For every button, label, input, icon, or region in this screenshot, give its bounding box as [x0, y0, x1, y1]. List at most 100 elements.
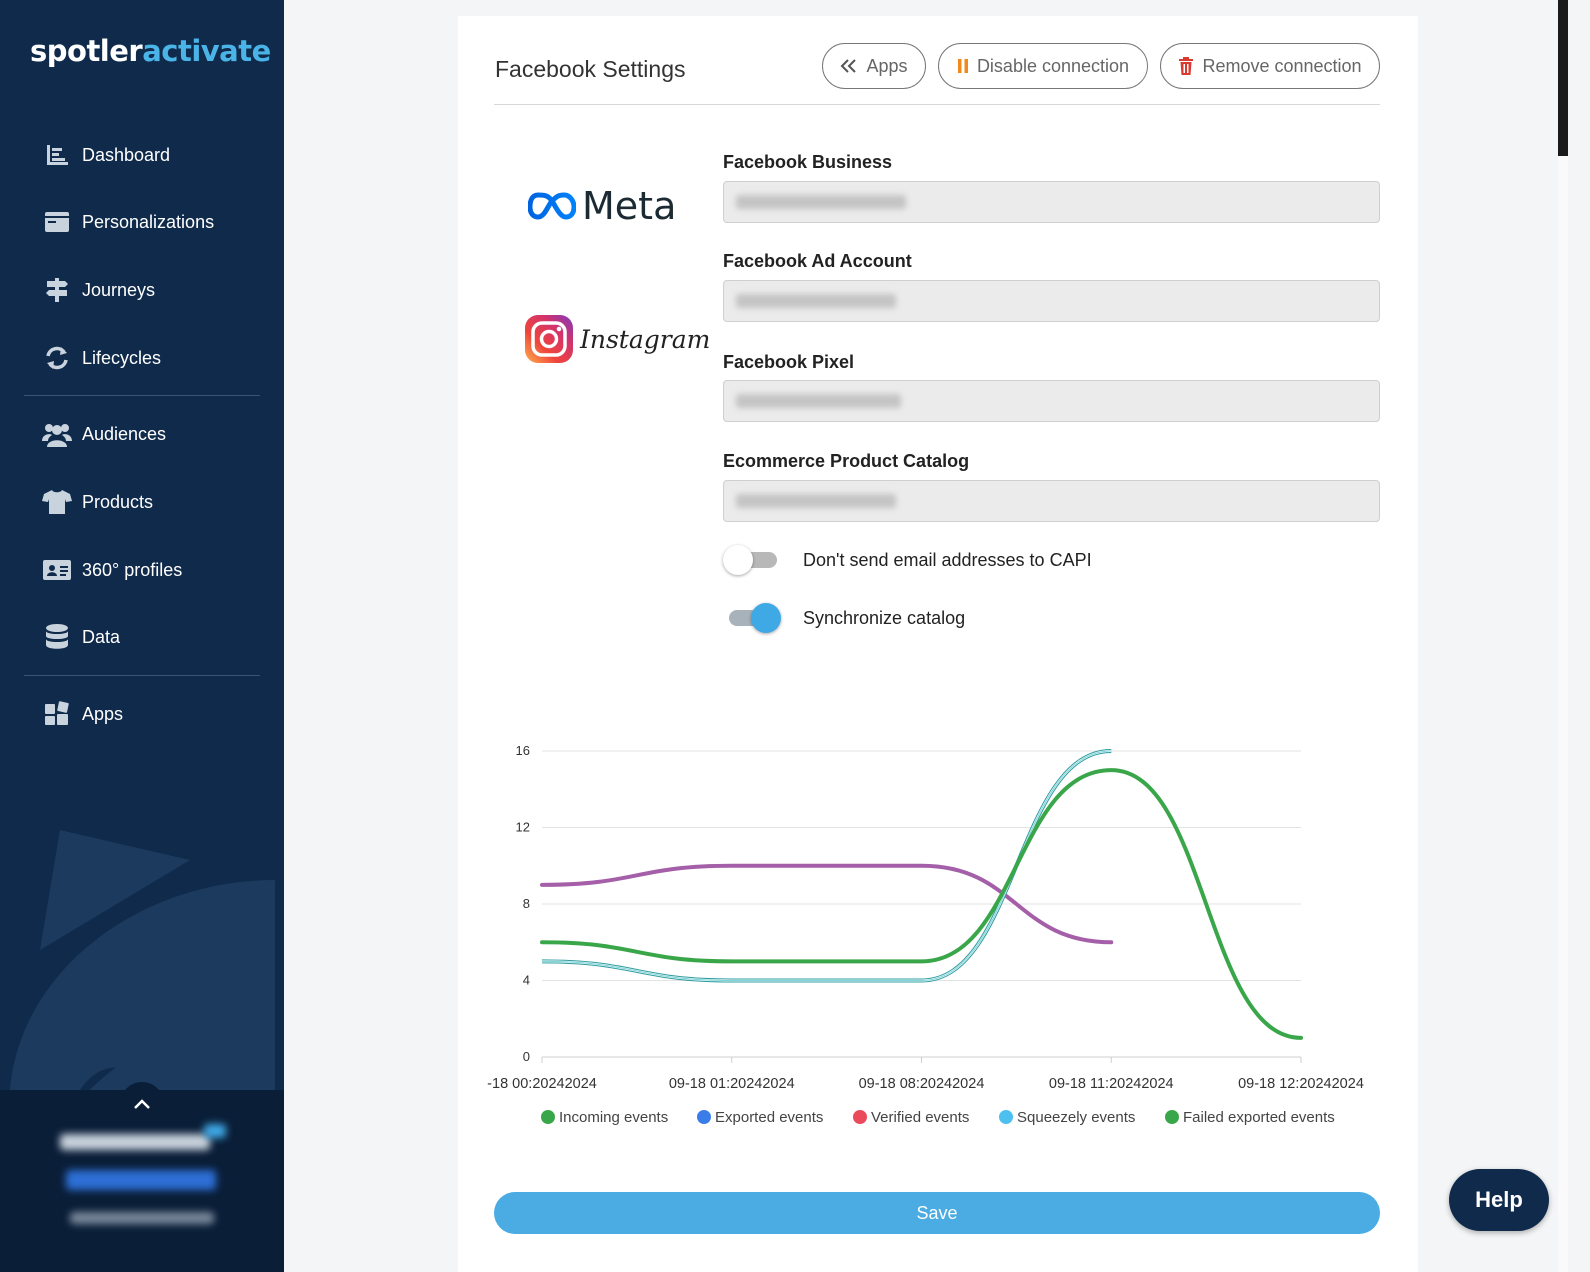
sidebar-item-label: Journeys — [82, 279, 156, 300]
puzzle-icon — [42, 699, 72, 729]
sidebar-item-lifecycles[interactable]: Lifecycles — [42, 338, 262, 378]
facebook-ad-account-field[interactable] — [723, 280, 1380, 322]
sidebar-item-label: Products — [82, 491, 154, 512]
y-tick-label: 12 — [516, 820, 530, 835]
instagram-icon — [525, 315, 573, 363]
legend-label: Squeezely events — [1017, 1109, 1135, 1126]
sync-catalog-toggle-label: Synchronize catalog — [803, 607, 966, 628]
y-tick-label: 16 — [516, 743, 530, 758]
id-card-icon — [42, 555, 72, 585]
shirt-icon — [42, 487, 72, 517]
y-tick-label: 8 — [523, 896, 530, 911]
events-chart: 0 4 8 12 16 -18 00:20242024 09-18 01:20242024 0… — [487, 743, 1364, 1126]
redacted-value — [736, 195, 906, 209]
save-button[interactable]: Save — [494, 1192, 1380, 1234]
legend-label: Verified events — [871, 1109, 969, 1126]
sidebar-item-label: Apps — [82, 703, 124, 724]
sidebar-item-label: Dashboard — [82, 144, 171, 165]
field-label-ecommerce-product-catalog: Ecommerce Product Catalog — [723, 451, 970, 471]
refresh-icon — [42, 343, 72, 373]
sidebar-item-apps[interactable]: Apps — [42, 694, 262, 734]
sidebar-item-journeys[interactable]: Journeys — [42, 270, 262, 310]
legend-label: Exported events — [715, 1109, 823, 1126]
account-badge — [204, 1124, 226, 1138]
facebook-business-field[interactable] — [723, 181, 1380, 223]
capi-email-toggle[interactable] — [723, 544, 779, 576]
facebook-pixel-field[interactable] — [723, 380, 1380, 422]
meta-wordmark: Meta — [582, 184, 677, 228]
redacted-value — [736, 294, 896, 308]
remove-connection-label: Remove connection — [1202, 55, 1362, 76]
sidebar-item-label: Lifecycles — [82, 347, 162, 368]
brand-logo-part1: spotler — [30, 34, 143, 68]
instagram-logo: Instagram — [524, 314, 710, 364]
instagram-wordmark: Instagram — [580, 324, 711, 354]
pause-icon — [957, 58, 969, 74]
field-label-facebook-business: Facebook Business — [723, 152, 893, 172]
account-name — [60, 1134, 210, 1150]
field-label-facebook-ad-account: Facebook Ad Account — [723, 251, 912, 271]
disable-connection-label: Disable connection — [976, 55, 1130, 76]
switch-merchant-button[interactable] — [66, 1170, 216, 1190]
sync-catalog-toggle[interactable] — [723, 602, 781, 634]
legend-marker — [999, 1110, 1013, 1124]
double-chevron-left-icon — [840, 58, 858, 74]
help-button[interactable]: Help — [1449, 1169, 1549, 1231]
brand-logo[interactable]: spotleractivate — [30, 34, 271, 68]
sync-catalog-toggle-row: Synchronize catalog — [723, 602, 965, 634]
sidebar-item-personalizations[interactable]: Personalizations — [42, 202, 262, 242]
trash-icon — [1178, 57, 1194, 75]
series-line — [540, 768, 1303, 1040]
apps-back-button[interactable]: Apps — [822, 43, 926, 89]
sidebar-item-label: Personalizations — [82, 211, 215, 232]
sidebar-item-label: Audiences — [82, 423, 167, 444]
settings-card: Facebook Settings Apps Disable connectio… — [458, 16, 1418, 1272]
x-tick-label: 09-18 01:20242024 — [669, 1076, 795, 1092]
sidebar-item-data[interactable]: Data — [42, 617, 262, 657]
field-label-facebook-pixel: Facebook Pixel — [723, 352, 855, 372]
meta-infinity-icon — [528, 192, 576, 220]
chevron-up-icon[interactable] — [120, 1082, 164, 1126]
ecommerce-product-catalog-field[interactable] — [723, 480, 1380, 522]
capi-email-toggle-row: Don't send email addresses to CAPI — [723, 544, 1092, 576]
users-icon — [42, 419, 72, 449]
scrollbar-thumb[interactable] — [1558, 0, 1568, 156]
sidebar-item-label: Data — [82, 626, 121, 647]
series-line — [540, 863, 1114, 945]
account-panel — [0, 1090, 284, 1272]
legend-marker — [697, 1110, 711, 1124]
sidebar-item-audiences[interactable]: Audiences — [42, 414, 262, 454]
sidebar-item-360-profiles[interactable]: 360° profiles — [42, 550, 262, 590]
dashboard-icon — [42, 140, 72, 170]
sidebar-item-label: 360° profiles — [82, 559, 183, 580]
y-tick-label: 0 — [523, 1049, 530, 1064]
sidebar-item-products[interactable]: Products — [42, 482, 262, 522]
redacted-value — [736, 394, 901, 408]
sidebar: spotleractivate Dashboard Personalizatio… — [0, 0, 284, 1272]
database-icon — [42, 622, 72, 652]
x-tick-label: -18 00:20242024 — [487, 1076, 597, 1092]
meta-logo: Meta — [528, 184, 676, 228]
x-tick-label: 09-18 08:20242024 — [859, 1076, 985, 1092]
disable-connection-button[interactable]: Disable connection — [938, 43, 1148, 89]
sidebar-item-dashboard[interactable]: Dashboard — [42, 135, 262, 175]
x-tick-label: 09-18 11:20242024 — [1049, 1076, 1174, 1092]
signpost-icon — [42, 275, 72, 305]
series-line — [541, 750, 1112, 981]
legend-label: Failed exported events — [1183, 1109, 1335, 1126]
brand-logo-part2: activate — [142, 34, 271, 68]
x-tick-label: 09-18 12:20242024 — [1238, 1076, 1364, 1092]
legend-marker — [1165, 1110, 1179, 1124]
capi-email-toggle-label: Don't send email addresses to CAPI — [803, 549, 1092, 570]
legend-label: Incoming events — [559, 1109, 668, 1126]
personalizations-icon — [42, 207, 72, 237]
legend-marker — [853, 1110, 867, 1124]
remove-connection-button[interactable]: Remove connection — [1160, 43, 1380, 89]
header-divider — [494, 104, 1380, 105]
page-title: Facebook Settings — [495, 56, 686, 82]
scrollbar[interactable] — [1558, 0, 1568, 1272]
redacted-value — [736, 494, 896, 508]
account-subtitle — [70, 1212, 214, 1224]
sidebar-divider — [24, 675, 260, 676]
y-tick-label: 4 — [523, 973, 530, 988]
